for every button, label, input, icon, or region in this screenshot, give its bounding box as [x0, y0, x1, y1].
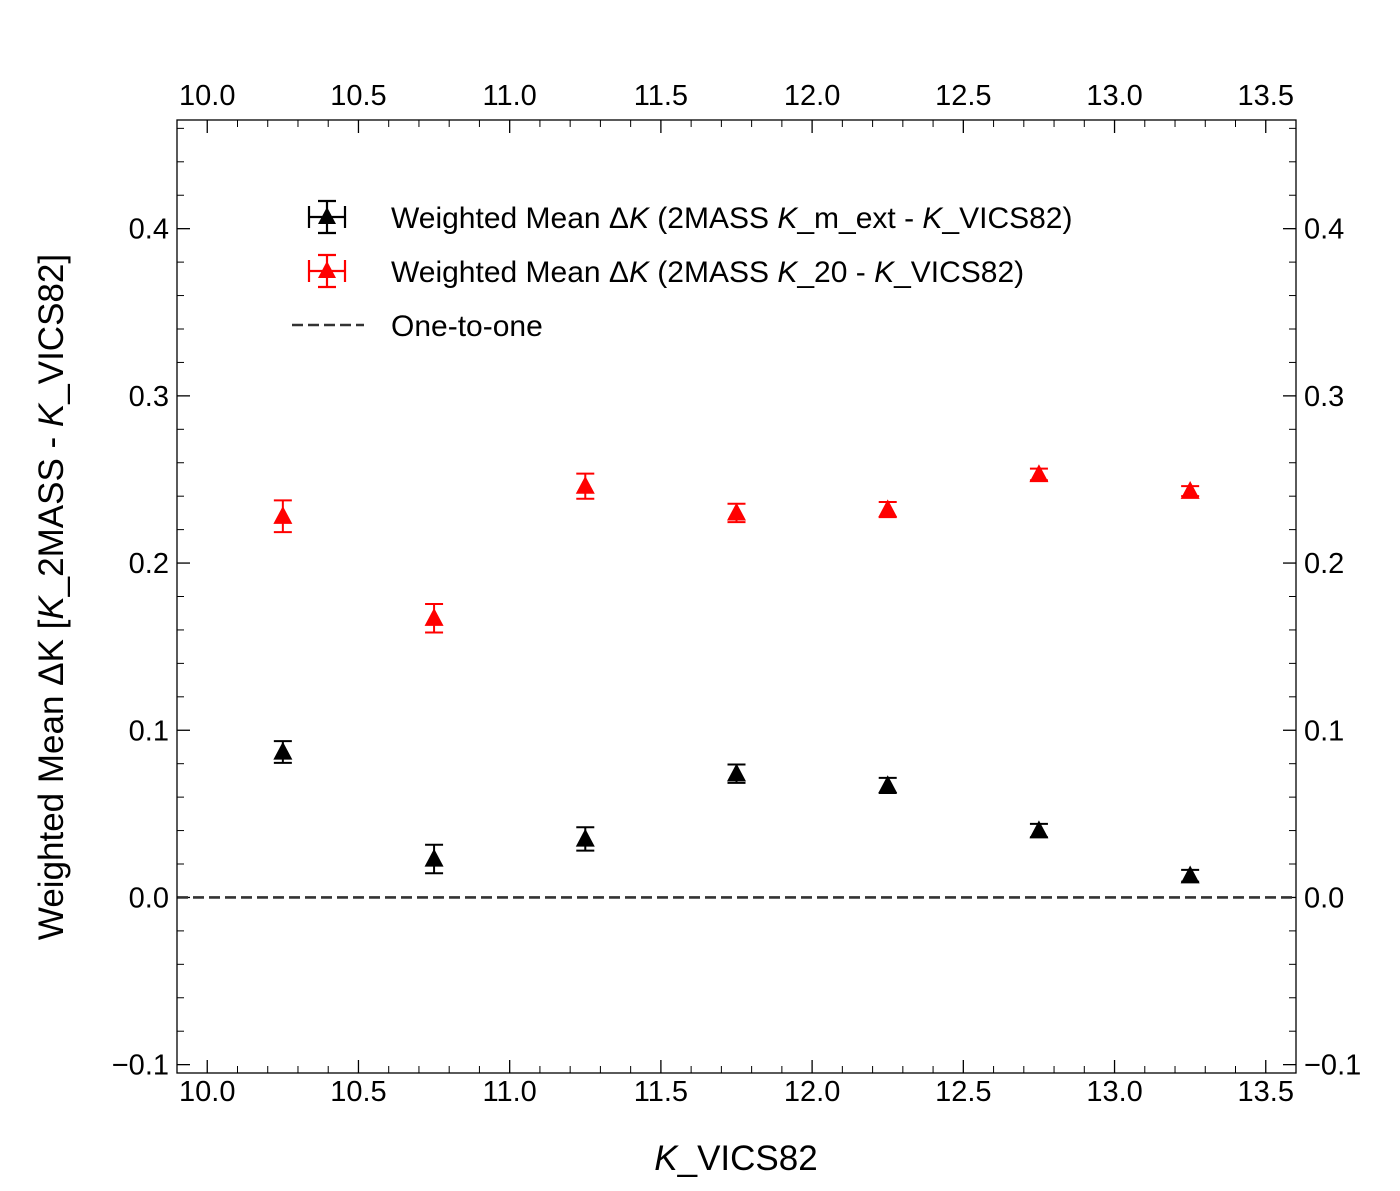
plot-area	[177, 120, 1296, 1073]
data-point	[424, 848, 444, 867]
data-point	[575, 828, 595, 847]
legend-triangle-red	[318, 261, 336, 278]
x-tick-label-top: 11.5	[634, 80, 688, 112]
plot-frame	[176, 119, 1297, 1074]
legend-label-red: Weighted Mean ΔK (2MASS K_20 - K_VICS82)	[391, 256, 1024, 289]
x-tick-label-bottom: 10.0	[179, 1076, 235, 1108]
data-point	[878, 775, 898, 794]
data-point	[575, 475, 595, 494]
data-point	[273, 506, 293, 524]
y-tick-label-left: 0.3	[129, 381, 169, 413]
data-point	[1029, 820, 1049, 839]
data-point	[878, 499, 898, 518]
y-tick-label-right: 0.3	[1304, 381, 1344, 413]
x-tick-label-top: 12.0	[784, 80, 840, 112]
legend-marker-red	[307, 253, 347, 289]
y-axis-title-pre: Weighted Mean ΔK [	[32, 619, 71, 940]
y-tick-label-right: 0.0	[1304, 882, 1344, 914]
legend-triangle-black	[318, 207, 336, 224]
x-tick-label-top: 13.5	[1238, 80, 1294, 112]
minor-ticks	[176, 120, 1297, 1073]
x-tick-label-bottom: 12.5	[935, 1076, 991, 1108]
x-tick-label-bottom: 13.0	[1086, 1076, 1142, 1108]
y-tick-label-right: 0.1	[1304, 715, 1344, 747]
x-tick-label-top: 13.0	[1086, 80, 1142, 112]
y-axis-title-post: _VICS82]	[32, 254, 71, 405]
y-axis-title: Weighted Mean ΔK [K_2MASS - K_VICS82]	[32, 254, 71, 940]
data-point	[1180, 480, 1200, 499]
x-tick-label-top: 12.5	[935, 80, 991, 112]
data-point	[1029, 464, 1049, 483]
x-tick-label-top: 10.5	[330, 80, 386, 112]
y-tick-label-right: 0.2	[1304, 548, 1344, 580]
y-axis-title-k1: K	[32, 595, 71, 620]
y-axis-title-k2: K	[32, 402, 71, 427]
x-axis-title-italic: K	[654, 1139, 679, 1178]
y-tick-label-left: 0.4	[129, 214, 169, 246]
x-axis-title-rest: _VICS82	[677, 1139, 818, 1178]
x-tick-label-bottom: 13.5	[1238, 1076, 1294, 1108]
legend-marker-black	[307, 199, 347, 235]
y-tick-label-right: −0.1	[1304, 1050, 1361, 1082]
y-tick-label-left: 0.2	[129, 548, 169, 580]
series-layer	[273, 464, 1200, 884]
legend-label-one-to-one: One-to-one	[391, 310, 543, 343]
x-tick-label-bottom: 10.5	[330, 1076, 386, 1108]
legend: Weighted Mean ΔK (2MASS K_m_ext - K_VICS…	[292, 199, 1073, 343]
major-ticks	[177, 120, 1296, 1073]
x-tick-label-top: 10.0	[179, 80, 235, 112]
data-point	[1180, 865, 1200, 884]
x-tick-label-bottom: 12.0	[784, 1076, 840, 1108]
data-point	[273, 741, 293, 760]
data-point	[424, 608, 444, 626]
legend-label-black: Weighted Mean ΔK (2MASS K_m_ext - K_VICS…	[391, 202, 1073, 235]
y-tick-label-left: −0.1	[112, 1050, 169, 1082]
x-axis-title: K_VICS82	[654, 1139, 817, 1178]
x-tick-label-top: 11.0	[483, 80, 537, 112]
y-tick-label-left: 0.1	[129, 715, 169, 747]
y-axis-title-mid: _2MASS -	[32, 427, 71, 597]
data-point	[727, 502, 746, 521]
series-1	[273, 464, 1200, 634]
y-tick-label-left: 0.0	[129, 882, 169, 914]
series-0	[273, 740, 1200, 884]
y-tick-label-right: 0.4	[1304, 214, 1344, 246]
data-point	[727, 763, 746, 782]
x-tick-label-bottom: 11.5	[634, 1076, 688, 1108]
tick-labels: 10.0 10.0 10.5 10.5 11.0 11.0 11.5 11.5 12.0 12.0…	[112, 80, 1362, 1108]
x-tick-label-bottom: 11.0	[483, 1076, 537, 1108]
